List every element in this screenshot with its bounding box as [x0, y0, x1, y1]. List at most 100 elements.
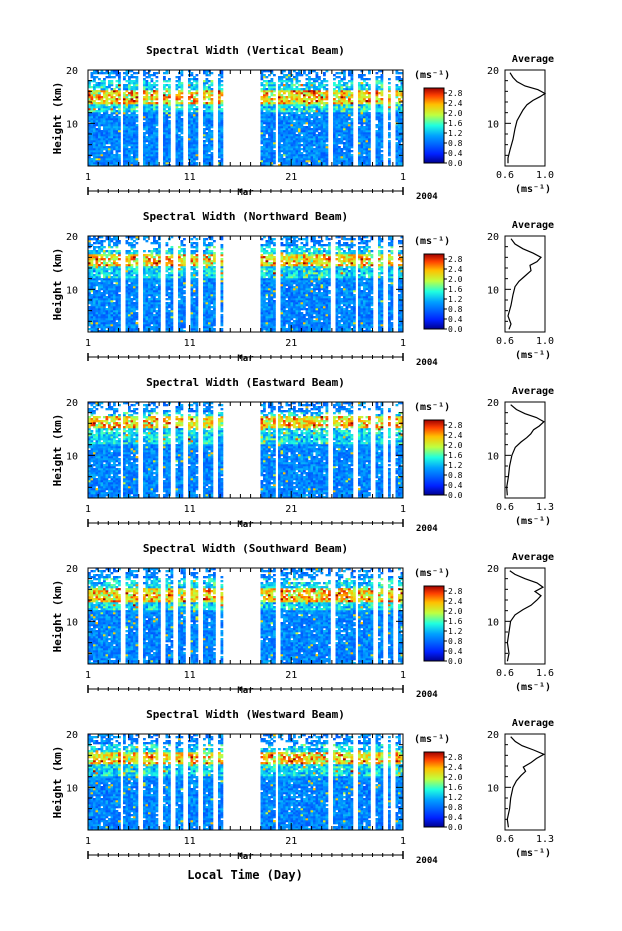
colorbar-tick: 0.4 — [448, 647, 463, 656]
average-y-tick: 10 — [487, 783, 499, 794]
colorbar — [423, 585, 445, 662]
average-line — [507, 238, 542, 330]
plot-frame — [87, 567, 404, 665]
colorbar-tick: 2.8 — [448, 753, 463, 762]
colorbar-tick: 1.2 — [448, 793, 463, 802]
year-label: 2004 — [416, 690, 438, 700]
average-line — [506, 570, 545, 662]
x-axis-label: Mar — [237, 520, 254, 530]
colorbar-tick: 2.0 — [448, 607, 463, 616]
heatmap — [88, 734, 404, 831]
heatmap — [88, 70, 404, 167]
average-x-label: (ms⁻¹) — [515, 516, 551, 527]
average-frame — [504, 567, 546, 665]
y-axis-label: Height (km) — [51, 580, 64, 653]
x-tick-label: 1 — [85, 836, 91, 847]
y-tick-label: 20 — [66, 232, 78, 243]
y-tick-label: 10 — [66, 285, 78, 296]
colorbar-tick: 0.4 — [448, 481, 463, 490]
colorbar-tick: 2.0 — [448, 275, 463, 284]
colorbar-tick: 2.0 — [448, 441, 463, 450]
average-x-label: (ms⁻¹) — [515, 848, 551, 859]
colorbar-tick: 1.6 — [448, 119, 463, 128]
x-tick-label: 11 — [184, 836, 196, 847]
average-x-label: (ms⁻¹) — [515, 350, 551, 361]
x-tick-label: 1 — [400, 670, 406, 681]
average-y-tick: 20 — [487, 398, 499, 409]
average-x-tick: 1.3 — [536, 834, 554, 845]
heatmap — [88, 568, 404, 665]
colorbar-tick: 1.6 — [448, 451, 463, 460]
y-tick-label: 20 — [66, 398, 78, 409]
panel-4: Spectral Width (Southward Beam) 20 10Heigh… — [51, 542, 554, 700]
y-tick-label: 20 — [66, 564, 78, 575]
colorbar-unit: (ms⁻¹) — [414, 236, 450, 247]
x-tick-label: 21 — [285, 670, 297, 681]
average-x-tick: 1.3 — [536, 502, 554, 513]
x-axis-label: Mar — [237, 354, 254, 364]
x-axis-label: Mar — [237, 852, 254, 862]
panel-title: Spectral Width (Vertical Beam) — [146, 44, 345, 57]
year-label: 2004 — [416, 358, 438, 368]
colorbar-tick: 0.0 — [448, 325, 463, 334]
colorbar-tick: 2.8 — [448, 255, 463, 264]
x-tick-label: 1 — [400, 172, 406, 183]
average-profile: Average 20 10 0.6 1.0 (ms⁻¹) — [487, 220, 554, 361]
colorbar-tick: 0.0 — [448, 491, 463, 500]
y-axis-label: Height (km) — [51, 414, 64, 487]
plot-frame — [87, 235, 404, 333]
average-title: Average — [512, 718, 554, 729]
panel-2: Spectral Width (Northward Beam)2010Heigh… — [51, 210, 554, 368]
average-y-tick: 10 — [487, 119, 499, 130]
x-tick-label: 21 — [285, 836, 297, 847]
colorbar-tick: 0.8 — [448, 305, 463, 314]
x-tick-label: 1 — [85, 504, 91, 515]
x-tick-label: 1 — [85, 172, 91, 183]
x-tick-label: 1 — [85, 338, 91, 349]
average-x-tick: 0.6 — [496, 502, 514, 513]
average-profile: Average 20 10 0.6 1.3 (ms⁻¹) — [487, 718, 554, 859]
colorbar-tick: 1.2 — [448, 627, 463, 636]
x-axis-label: Mar — [237, 686, 254, 696]
panel-title: Spectral Width (Westward Beam) — [146, 708, 345, 721]
colorbar-tick: 0.8 — [448, 803, 463, 812]
colorbar — [423, 751, 445, 828]
x-tick-label: 11 — [184, 504, 196, 515]
average-line — [506, 736, 546, 828]
colorbar-tick: 0.8 — [448, 471, 463, 480]
average-y-tick: 20 — [487, 564, 499, 575]
colorbar-unit: (ms⁻¹) — [414, 70, 450, 81]
colorbar-unit: (ms⁻¹) — [414, 402, 450, 413]
average-x-tick: 0.6 — [496, 834, 514, 845]
x-tick-label: 11 — [184, 172, 196, 183]
colorbar-tick: 2.0 — [448, 773, 463, 782]
average-profile: Average 20 10 0.6 1.0 (ms⁻¹) — [487, 54, 554, 195]
colorbar — [423, 87, 445, 164]
y-tick-label: 10 — [66, 617, 78, 628]
y-tick-label: 20 — [66, 730, 78, 741]
colorbar-tick: 1.2 — [448, 129, 463, 138]
average-title: Average — [512, 54, 554, 65]
x-tick-label: 21 — [285, 504, 297, 515]
average-profile: Average 20 10 0.6 1.3 (ms⁻¹) — [487, 386, 554, 527]
average-y-tick: 20 — [487, 730, 499, 741]
colorbar — [423, 253, 445, 330]
average-frame — [504, 235, 546, 333]
average-title: Average — [512, 386, 554, 397]
average-line — [506, 404, 545, 496]
panel-title: Spectral Width (Southward Beam) — [143, 542, 348, 555]
colorbar-tick: 2.4 — [448, 431, 463, 440]
heatmap — [88, 236, 404, 333]
average-y-tick: 10 — [487, 285, 499, 296]
colorbar-tick: 0.4 — [448, 149, 463, 158]
average-frame — [504, 733, 546, 831]
average-x-tick: 0.6 — [496, 170, 514, 181]
x-tick-label: 11 — [184, 338, 196, 349]
average-x-tick: 0.6 — [496, 336, 514, 347]
average-frame — [504, 401, 546, 499]
year-label: 2004 — [416, 856, 438, 866]
colorbar-tick: 0.8 — [448, 637, 463, 646]
y-axis-label: Height (km) — [51, 82, 64, 155]
colorbar-tick: 0.4 — [448, 813, 463, 822]
colorbar-tick: 2.4 — [448, 265, 463, 274]
